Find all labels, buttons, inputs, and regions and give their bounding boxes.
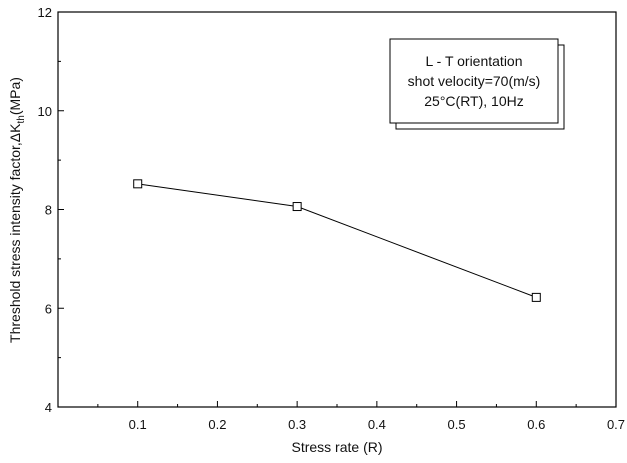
y-tick-label: 4 [45, 400, 52, 415]
y-tick-label: 8 [45, 203, 52, 218]
x-axis-title: Stress rate (R) [291, 439, 382, 455]
data-point [133, 179, 143, 189]
x-tick-label: 0.2 [208, 417, 226, 432]
y-axis-title-symbol: ΔK [7, 123, 23, 142]
data-point [531, 292, 541, 302]
x-tick-label: 0.3 [288, 417, 306, 432]
y-tick-label: 6 [45, 301, 52, 316]
x-tick-label: 0.4 [368, 417, 386, 432]
y-axis-title-subscript: th [16, 115, 27, 123]
x-tick-label: 0.6 [527, 417, 545, 432]
annotation-line-1: L - T orientation [425, 53, 522, 69]
series-line [137, 183, 537, 298]
y-axis-title-unit: (MPa) [7, 77, 23, 115]
y-tick-label: 10 [38, 104, 52, 119]
x-tick-label: 0.1 [129, 417, 147, 432]
series-layer [133, 179, 541, 302]
annotation-line-2: shot velocity=70(m/s) [408, 73, 541, 89]
x-axis: 0.1 0.2 0.3 0.4 0.5 0.6 0.7 [97, 401, 625, 432]
y-axis: 4 6 8 10 12 [38, 5, 64, 415]
data-point [292, 202, 302, 212]
y-axis-title-main: Threshold stress intensity factor, [7, 142, 23, 343]
y-axis-title: Threshold stress intensity factor,ΔKth(M… [7, 77, 27, 343]
annotation-box-frame [389, 38, 559, 124]
annotation-line-3: 25°C(RT), 10Hz [424, 93, 523, 109]
x-tick-label: 0.5 [448, 417, 466, 432]
annotation-box: L - T orientation shot velocity=70(m/s) … [389, 38, 565, 130]
y-tick-label: 12 [38, 5, 52, 20]
x-tick-label: 0.7 [607, 417, 625, 432]
